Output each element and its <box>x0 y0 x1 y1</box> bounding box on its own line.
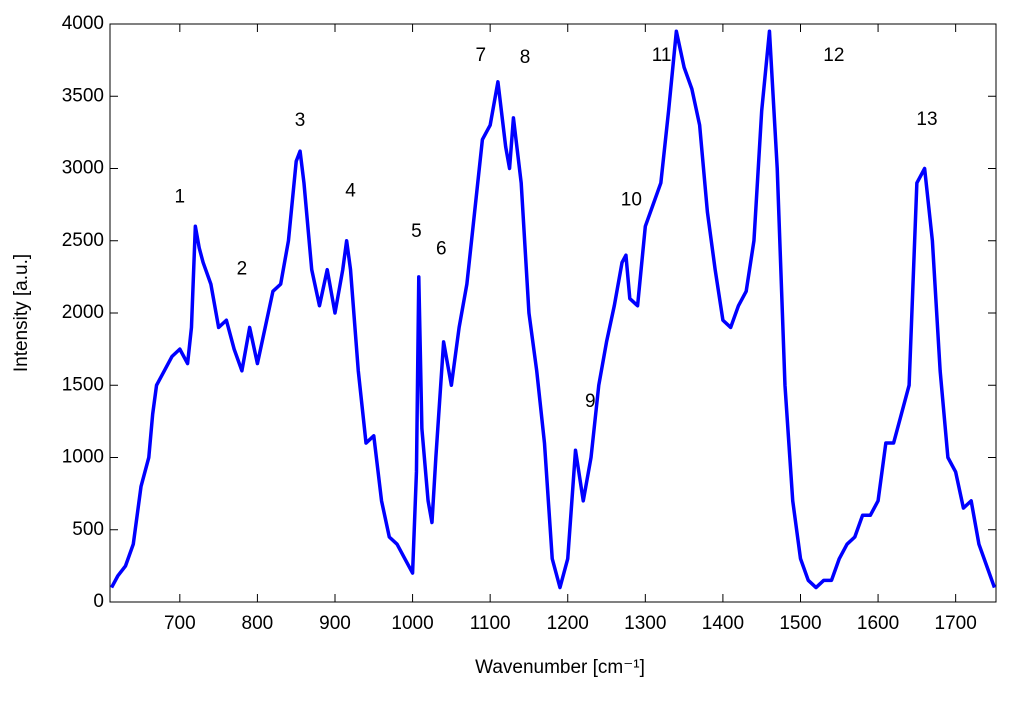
y-tick-label: 2500 <box>62 230 104 251</box>
peak-label: 4 <box>345 181 356 202</box>
peak-label: 8 <box>520 47 531 68</box>
x-axis-label: Wavenumber [cm⁻¹] <box>475 657 645 678</box>
peak-label: 11 <box>652 45 672 66</box>
x-tick-label: 800 <box>242 613 274 634</box>
x-tick-label: 1200 <box>547 613 589 634</box>
y-tick-label: 1000 <box>62 447 104 468</box>
x-tick-label: 1700 <box>935 613 977 634</box>
y-tick-label: 4000 <box>62 13 104 34</box>
x-tick-label: 1300 <box>624 613 666 634</box>
y-tick-label: 3000 <box>62 158 104 179</box>
y-tick-label: 500 <box>72 519 104 540</box>
y-tick-label: 0 <box>93 591 104 612</box>
x-tick-label: 1500 <box>779 613 821 634</box>
y-axis-label: Intensity [a.u.] <box>11 254 32 372</box>
x-tick-label: 1400 <box>702 613 744 634</box>
peak-label: 7 <box>476 45 487 66</box>
y-tick-label: 3500 <box>62 85 104 106</box>
peak-label: 9 <box>585 391 596 412</box>
x-tick-label: 1000 <box>391 613 433 634</box>
peak-label: 13 <box>916 109 937 130</box>
x-tick-label: 700 <box>164 613 196 634</box>
peak-label: 10 <box>621 189 642 210</box>
y-tick-label: 1500 <box>62 374 104 395</box>
peak-label: 2 <box>237 259 248 280</box>
peak-label: 3 <box>295 110 306 131</box>
x-tick-label: 1100 <box>470 613 511 634</box>
peak-label: 6 <box>436 238 447 259</box>
x-tick-label: 900 <box>319 613 351 634</box>
peak-label: 5 <box>411 221 422 242</box>
y-tick-label: 2000 <box>62 302 104 323</box>
spectrum-line <box>110 29 997 590</box>
peak-label: 12 <box>823 45 844 66</box>
x-tick-label: 1600 <box>857 613 899 634</box>
peak-label: 1 <box>175 186 186 207</box>
